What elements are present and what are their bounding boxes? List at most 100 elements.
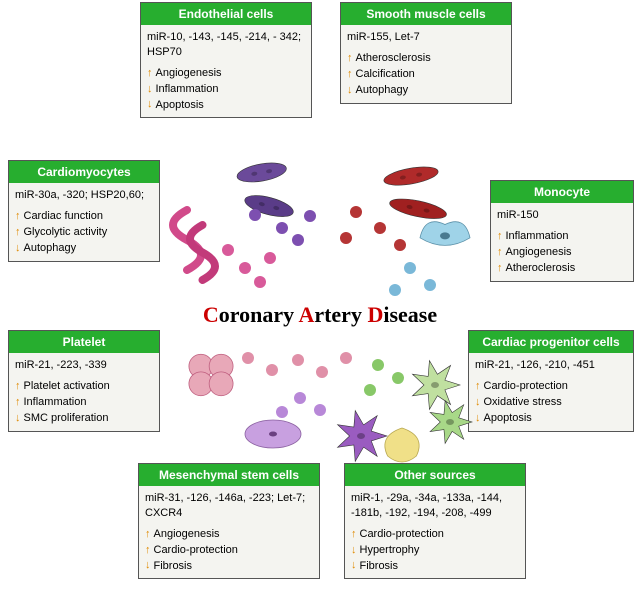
vesicle-dot (340, 352, 352, 364)
mirna-list: miR-10, -143, -145, -214, - 342; HSP70 (147, 30, 305, 60)
effect-label: Atherosclerosis (356, 51, 431, 66)
box-title: Monocyte (491, 181, 633, 203)
down-arrow-icon: ↓ (347, 85, 353, 96)
effect-row: ↓Autophagy (347, 83, 505, 98)
effect-label: Glycolytic activity (24, 225, 108, 240)
effect-row: ↑Inflammation (15, 395, 153, 410)
effect-label: Cardiac function (24, 209, 104, 224)
effect-label: Fibrosis (360, 559, 399, 574)
effect-row: ↓Fibrosis (351, 559, 519, 574)
effect-row: ↓Autophagy (15, 241, 153, 256)
effect-label: Fibrosis (154, 559, 193, 574)
vesicle-dot (266, 364, 278, 376)
effect-label: Apoptosis (484, 411, 532, 426)
up-arrow-icon: ↑ (347, 53, 353, 64)
vesicle-dot (372, 359, 384, 371)
vesicle-dot (392, 372, 404, 384)
box-platelet: Platelet miR-21, -223, -339 ↑Platelet acti… (8, 330, 160, 432)
cell-starp (338, 411, 387, 462)
down-arrow-icon: ↓ (147, 99, 153, 110)
effect-label: Inflammation (156, 82, 219, 97)
vesicle-dot (364, 384, 376, 396)
vesicle-dot (394, 239, 406, 251)
effect-label: Oxidative stress (484, 395, 562, 410)
effect-label: Inflammation (24, 395, 87, 410)
box-body: miR-30a, -320; HSP20,60; ↑Cardiac functio… (9, 183, 159, 260)
mirna-list: miR-21, -223, -339 (15, 358, 153, 373)
box-title: Mesenchymal stem cells (139, 464, 319, 486)
effect-row: ↓SMC proliferation (15, 411, 153, 426)
effect-label: Cardio-protection (154, 543, 238, 558)
up-arrow-icon: ↑ (15, 211, 21, 222)
vesicle-dot (314, 404, 326, 416)
vesicle-dot (316, 366, 328, 378)
effect-row: ↑Inflammation (497, 229, 627, 244)
effect-label: Angiogenesis (154, 527, 220, 542)
mirna-list: miR-1, -29a, -34a, -133a, -144, -181b, -… (351, 491, 519, 521)
vesicle-dot (292, 234, 304, 246)
vesicle-dot (276, 406, 288, 418)
effect-label: Apoptosis (156, 98, 204, 113)
effect-row: ↑Platelet activation (15, 379, 153, 394)
effect-label: Cardio-protection (484, 379, 568, 394)
vesicle-dot (340, 232, 352, 244)
vesicle-dot (264, 252, 276, 264)
box-body: miR-1, -29a, -34a, -133a, -144, -181b, -… (345, 486, 525, 578)
box-monocyte: MonocytemiR-150↑Inflammation↑Angiogenesi… (490, 180, 634, 282)
box-smc: Smooth muscle cells miR-155, Let-7 ↑Athero… (340, 2, 512, 104)
box-cardio: Cardiomyocytes miR-30a, -320; HSP20,60; ↑C… (8, 160, 160, 262)
box-title: Platelet (9, 331, 159, 353)
cell-purple-spindle (243, 191, 296, 220)
mirna-list: miR-30a, -320; HSP20,60; (15, 188, 153, 203)
vesicle-dot (404, 262, 416, 274)
box-title: Other sources (345, 464, 525, 486)
mirna-list: miR-155, Let-7 (347, 30, 505, 45)
effect-row: ↑Angiogenesis (145, 527, 313, 542)
effect-row: ↑Calcification (347, 67, 505, 82)
box-other: Other sources miR-1, -29a, -34a, -133a, -… (344, 463, 526, 579)
mirna-list: miR-31, -126, -146a, -223; Let-7; CXCR4 (145, 491, 313, 521)
effect-row: ↑Cardio-protection (145, 543, 313, 558)
down-arrow-icon: ↓ (15, 243, 21, 254)
box-endothelial: Endothelial cellsmiR-10, -143, -145, -21… (140, 2, 312, 118)
down-arrow-icon: ↓ (145, 560, 151, 571)
effect-row: ↑Cardiac function (15, 209, 153, 224)
cell-wavy (173, 210, 201, 270)
up-arrow-icon: ↑ (497, 247, 503, 258)
effect-row: ↑Angiogenesis (497, 245, 627, 260)
effect-label: Calcification (356, 67, 415, 82)
box-body: miR-31, -126, -146a, -223; Let-7; CXCR4 ↑… (139, 486, 319, 578)
effect-row: ↓Inflammation (147, 82, 305, 97)
vesicle-dot (294, 392, 306, 404)
cell-red-spindle (383, 164, 440, 189)
cell-star (412, 361, 460, 410)
effect-label: Cardio-protection (360, 527, 444, 542)
vesicle-dot (222, 244, 234, 256)
up-arrow-icon: ↑ (15, 381, 21, 392)
vesicle-dot (424, 279, 436, 291)
box-title: Cardiomyocytes (9, 161, 159, 183)
vesicle-dot (374, 222, 386, 234)
vesicle-dot (276, 222, 288, 234)
effect-row: ↑Cardio-protection (475, 379, 627, 394)
effect-row: ↓Apoptosis (475, 411, 627, 426)
cell-flat (245, 420, 301, 448)
effect-row: ↑Glycolytic activity (15, 225, 153, 240)
up-arrow-icon: ↑ (475, 381, 481, 392)
up-arrow-icon: ↑ (145, 545, 151, 556)
box-cpc: Cardiac progenitor cellsmiR-21, -126, -2… (468, 330, 634, 432)
vesicle-dot (239, 262, 251, 274)
diagram-title: Coronary Artery Disease (0, 302, 640, 328)
cell-yellow (385, 428, 419, 462)
box-title: Smooth muscle cells (341, 3, 511, 25)
cell-purple-spindle (236, 160, 288, 186)
effect-row: ↓Oxidative stress (475, 395, 627, 410)
vesicle-dot (292, 354, 304, 366)
vesicle-dot (350, 206, 362, 218)
effect-row: ↑Atheroclerosis (497, 261, 627, 276)
effect-row: ↓Apoptosis (147, 98, 305, 113)
vesicle-dot (249, 209, 261, 221)
effect-row: ↑Angiogenesis (147, 66, 305, 81)
effect-label: Angiogenesis (156, 66, 222, 81)
box-body: miR-21, -223, -339 ↑Platelet activation↑I… (9, 353, 159, 430)
